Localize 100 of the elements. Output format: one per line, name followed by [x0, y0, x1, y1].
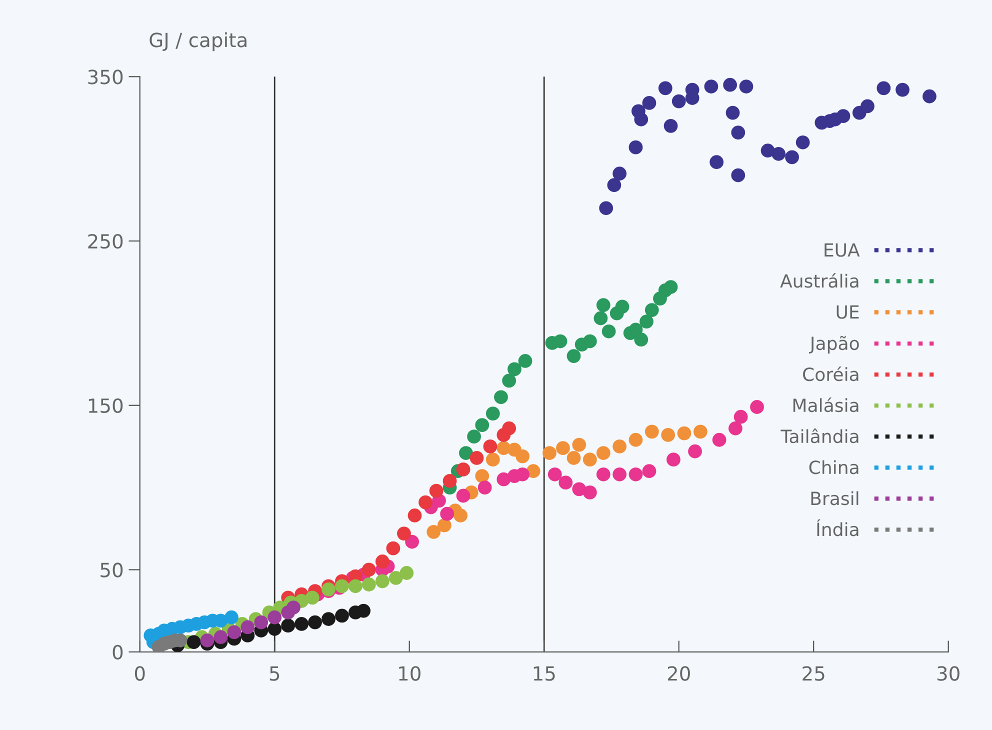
- point: [516, 449, 530, 464]
- point: [739, 80, 754, 94]
- point: [642, 464, 656, 478]
- point: [922, 89, 936, 104]
- point: [566, 451, 581, 465]
- point: [516, 467, 530, 482]
- legend-label: Tailândia: [780, 428, 858, 444]
- point: [408, 508, 422, 522]
- point: [558, 476, 573, 490]
- point: [772, 146, 786, 161]
- point: [582, 452, 597, 467]
- point: [572, 438, 586, 452]
- point: [688, 444, 702, 458]
- point: [596, 467, 610, 482]
- point: [440, 506, 454, 521]
- point: [612, 440, 627, 454]
- x-tick-label: 25: [802, 666, 824, 681]
- point: [437, 518, 452, 532]
- point: [375, 574, 390, 588]
- point: [596, 446, 610, 460]
- legend-label: Austrália: [780, 273, 858, 288]
- point: [442, 474, 457, 488]
- point: [224, 610, 238, 624]
- x-tick-label: 5: [270, 666, 280, 681]
- legend-label: UE: [836, 305, 859, 319]
- point: [308, 615, 322, 630]
- point: [405, 534, 420, 549]
- point: [386, 541, 400, 556]
- point: [475, 418, 490, 432]
- point: [362, 562, 376, 577]
- point: [596, 298, 610, 312]
- point: [644, 424, 659, 439]
- point: [672, 94, 686, 108]
- point: [634, 112, 648, 126]
- point: [628, 140, 643, 154]
- point: [502, 374, 516, 388]
- point: [459, 446, 473, 460]
- point: [860, 99, 874, 114]
- point: [486, 452, 500, 467]
- point: [356, 604, 370, 618]
- point: [760, 144, 775, 158]
- point: [602, 324, 616, 338]
- point: [508, 362, 522, 376]
- point: [456, 488, 470, 503]
- point: [418, 495, 432, 510]
- point: [723, 78, 738, 92]
- legend-label: Malásia: [793, 397, 858, 412]
- y-tick-label: 350: [88, 70, 123, 84]
- point: [475, 469, 490, 483]
- point: [186, 635, 201, 649]
- point: [628, 432, 643, 447]
- point: [286, 600, 300, 614]
- point: [305, 590, 320, 605]
- point: [615, 300, 630, 314]
- point: [467, 430, 481, 444]
- point: [486, 406, 500, 421]
- point: [712, 432, 726, 447]
- point: [478, 480, 492, 494]
- point: [693, 424, 708, 439]
- x-tick-label: 30: [937, 666, 960, 681]
- point: [750, 400, 764, 414]
- point: [896, 82, 910, 97]
- point: [731, 168, 746, 182]
- legend-label: Japão: [808, 336, 859, 354]
- point: [322, 612, 336, 626]
- legend-label: Coréia: [803, 366, 858, 382]
- point: [375, 554, 390, 568]
- point: [496, 472, 511, 486]
- point: [268, 610, 282, 624]
- point: [599, 201, 614, 216]
- point: [728, 421, 742, 436]
- point: [796, 135, 810, 150]
- point: [548, 467, 562, 482]
- point: [397, 526, 411, 540]
- point: [664, 119, 678, 133]
- point: [526, 464, 540, 478]
- point: [400, 566, 414, 580]
- point: [607, 178, 622, 192]
- point: [566, 349, 581, 363]
- point: [240, 620, 255, 634]
- point: [644, 303, 659, 317]
- point: [634, 332, 648, 347]
- point: [553, 334, 568, 348]
- point: [642, 96, 656, 110]
- x-tick-label: 20: [668, 666, 690, 681]
- point: [704, 80, 718, 94]
- point: [726, 106, 740, 120]
- y-tick-label: 0: [112, 644, 123, 660]
- point: [348, 579, 362, 594]
- point: [582, 334, 597, 348]
- x-tick-label: 0: [134, 666, 145, 681]
- legend-label: EUA: [824, 243, 860, 257]
- y-tick-label: 50: [100, 562, 123, 578]
- point: [612, 467, 627, 482]
- point: [582, 486, 597, 500]
- point: [268, 622, 282, 636]
- point: [335, 579, 349, 594]
- point: [254, 615, 268, 630]
- y-tick-label: 250: [88, 234, 123, 249]
- point: [640, 314, 654, 328]
